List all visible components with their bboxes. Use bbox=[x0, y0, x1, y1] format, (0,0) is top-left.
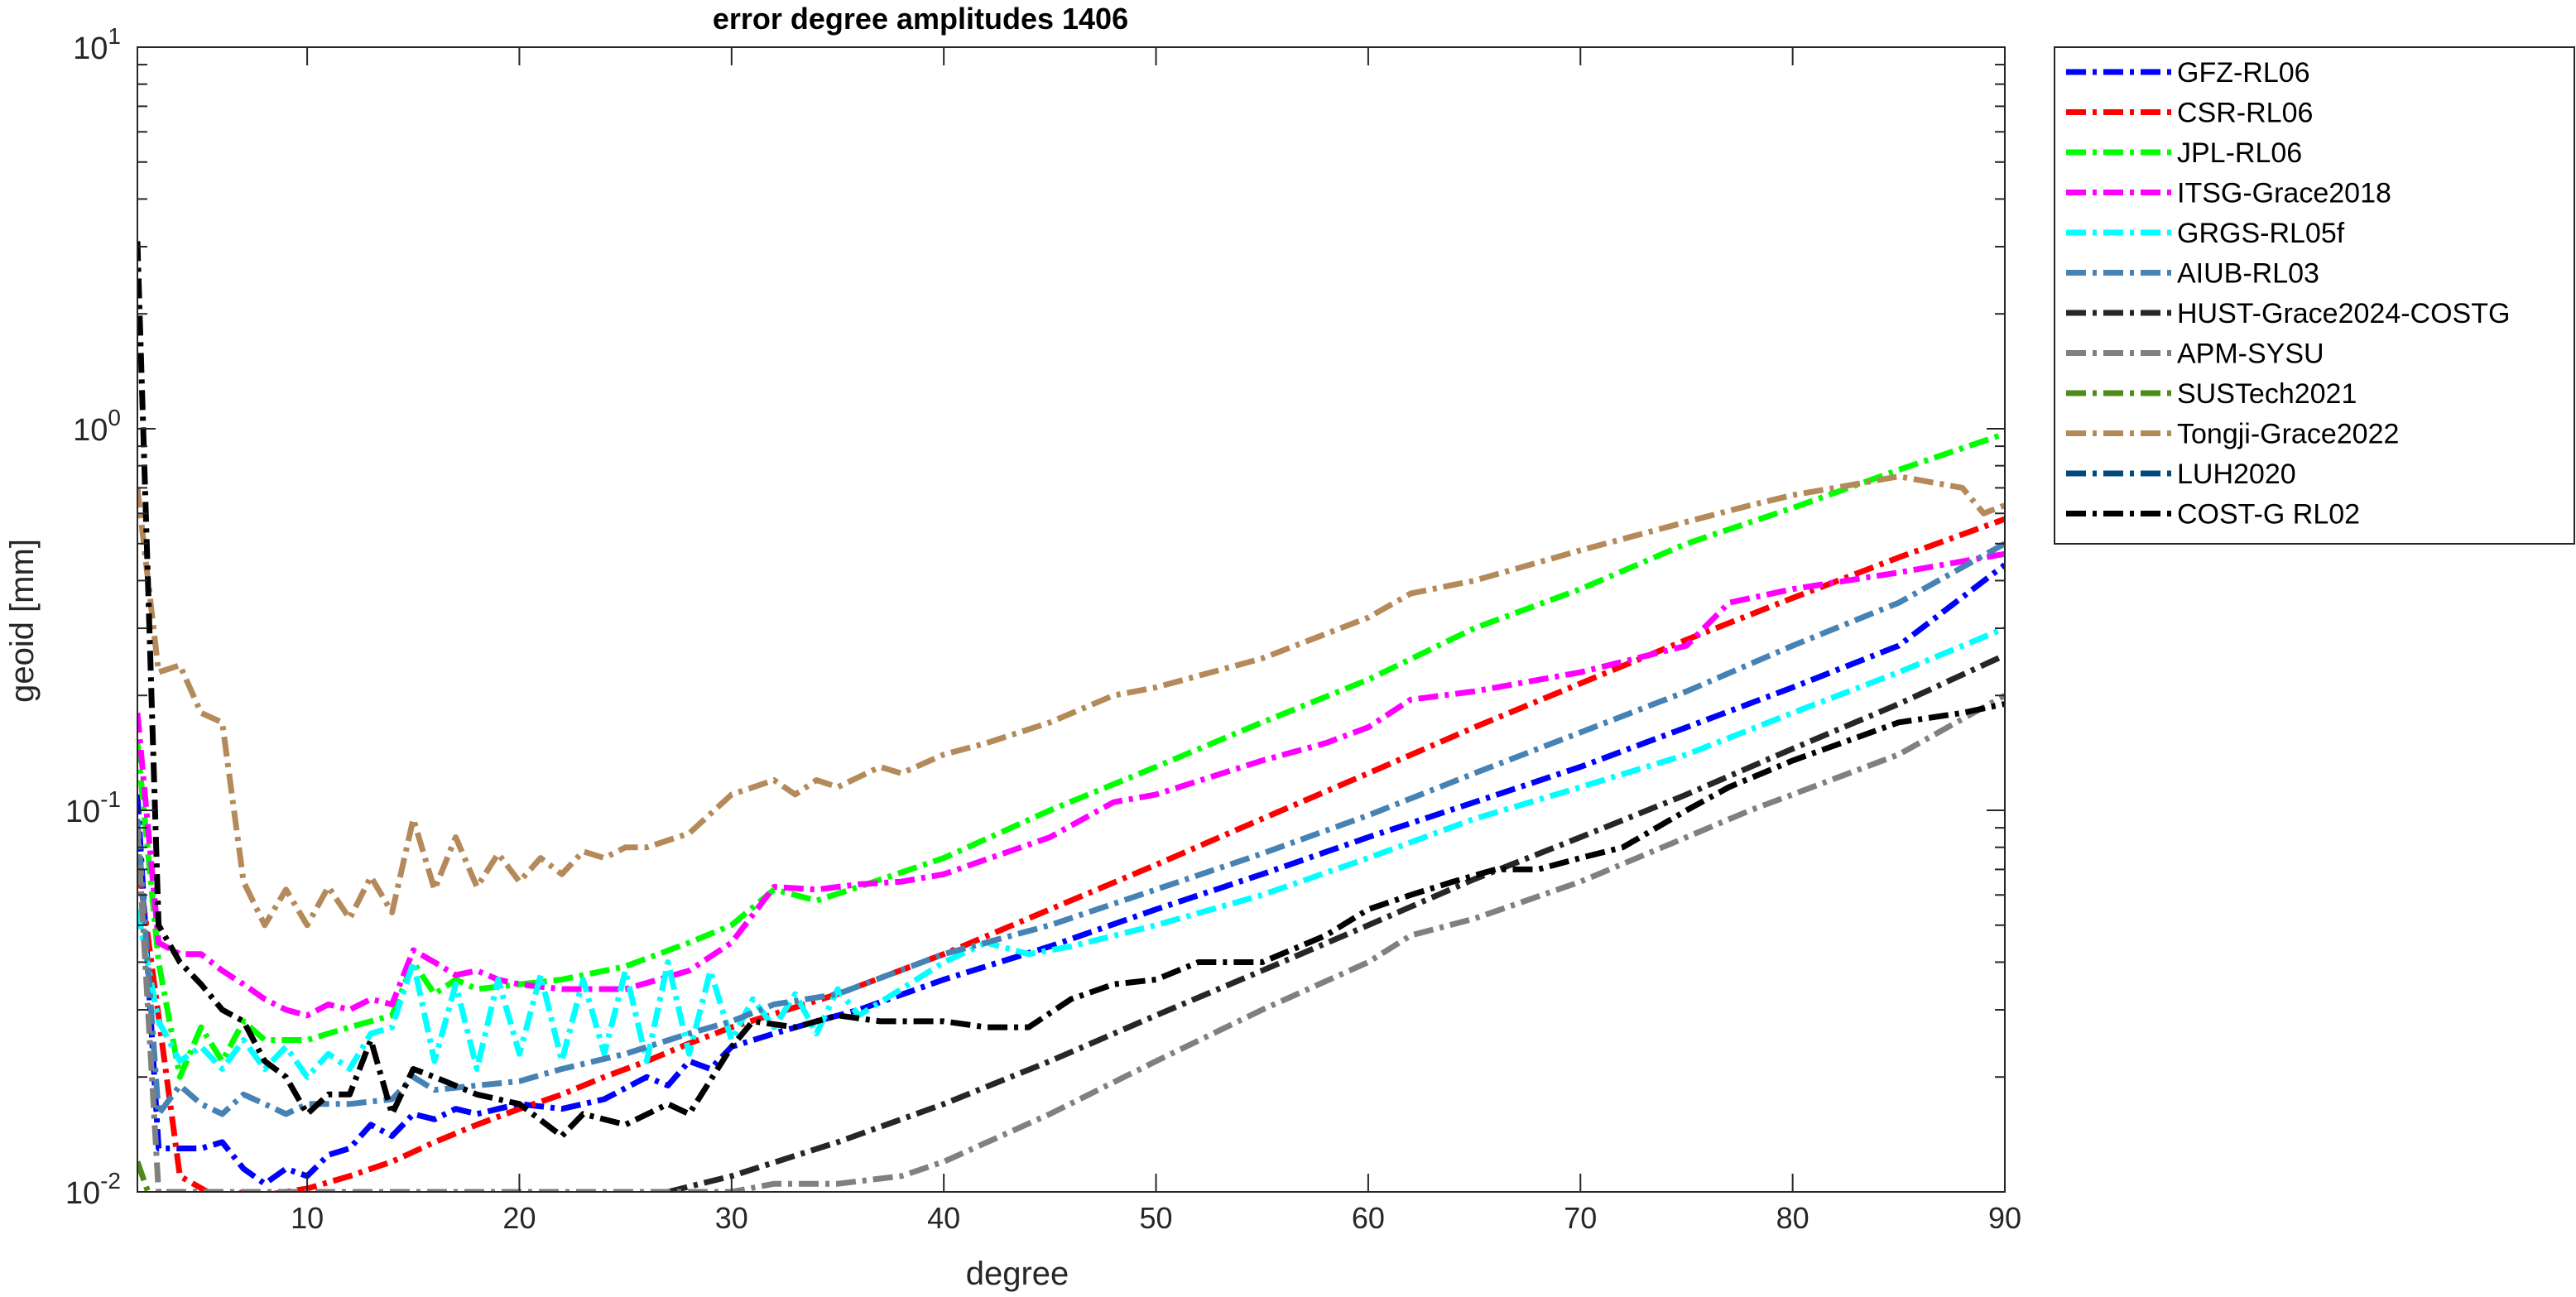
legend-label-11: COST-G RL02 bbox=[2177, 499, 2360, 531]
legend-label-0: GFZ-RL06 bbox=[2177, 57, 2310, 89]
series-line-6 bbox=[667, 652, 2005, 1192]
legend-label-5: AIUB-RL03 bbox=[2177, 258, 2319, 290]
series-line-11 bbox=[137, 241, 2005, 1140]
legend-label-10: LUH2020 bbox=[2177, 459, 2296, 490]
x-tick-label-8: 90 bbox=[1988, 1201, 2021, 1235]
legend: GFZ-RL06 CSR-RL06 JPL-RL06 ITSG-Grace2018 GR… bbox=[2054, 46, 2575, 545]
legend-label-1: CSR-RL06 bbox=[2177, 98, 2313, 129]
series-line-7 bbox=[137, 693, 2005, 1192]
x-tick-label-1: 20 bbox=[502, 1201, 536, 1235]
legend-box bbox=[2054, 46, 2575, 545]
series-line-5 bbox=[137, 540, 2005, 1117]
plot-background bbox=[137, 47, 2005, 1192]
x-tick-label-3: 40 bbox=[927, 1201, 960, 1235]
y-tick-label-3: 101 bbox=[73, 23, 121, 66]
legend-label-7: APM-SYSU bbox=[2177, 339, 2324, 370]
y-tick-label-0: 10-2 bbox=[65, 1168, 121, 1211]
x-tick-label-2: 30 bbox=[715, 1201, 748, 1235]
legend-label-4: GRGS-RL05f bbox=[2177, 218, 2345, 249]
x-tick-label-6: 70 bbox=[1564, 1201, 1597, 1235]
y-axis-label: geoid [mm] bbox=[4, 539, 41, 703]
legend-label-8: SUSTech2021 bbox=[2177, 378, 2357, 410]
series-line-8 bbox=[137, 1160, 151, 1192]
x-tick-label-4: 50 bbox=[1140, 1201, 1173, 1235]
series-line-2 bbox=[137, 430, 2005, 1080]
legend-label-2: JPL-RL06 bbox=[2177, 137, 2302, 169]
y-tick-label-1: 10-1 bbox=[65, 786, 121, 829]
x-tick-label-5: 60 bbox=[1352, 1201, 1385, 1235]
series-line-4 bbox=[137, 625, 2005, 1080]
legend-label-3: ITSG-Grace2018 bbox=[2177, 178, 2391, 209]
chart-title: error degree amplitudes 1406 bbox=[713, 2, 1128, 36]
x-axis-label: degree bbox=[966, 1256, 1069, 1292]
plot-frame bbox=[137, 46, 2006, 1193]
x-tick-label-7: 80 bbox=[1776, 1201, 1809, 1235]
y-tick-label-2: 100 bbox=[73, 405, 121, 448]
series-line-0 bbox=[137, 562, 2005, 1187]
series-line-3 bbox=[137, 550, 2005, 1019]
legend-label-6: HUST-Grace2024-COSTG bbox=[2177, 298, 2510, 329]
legend-label-9: Tongji-Grace2022 bbox=[2177, 419, 2399, 450]
x-tick-label-0: 10 bbox=[291, 1201, 324, 1235]
